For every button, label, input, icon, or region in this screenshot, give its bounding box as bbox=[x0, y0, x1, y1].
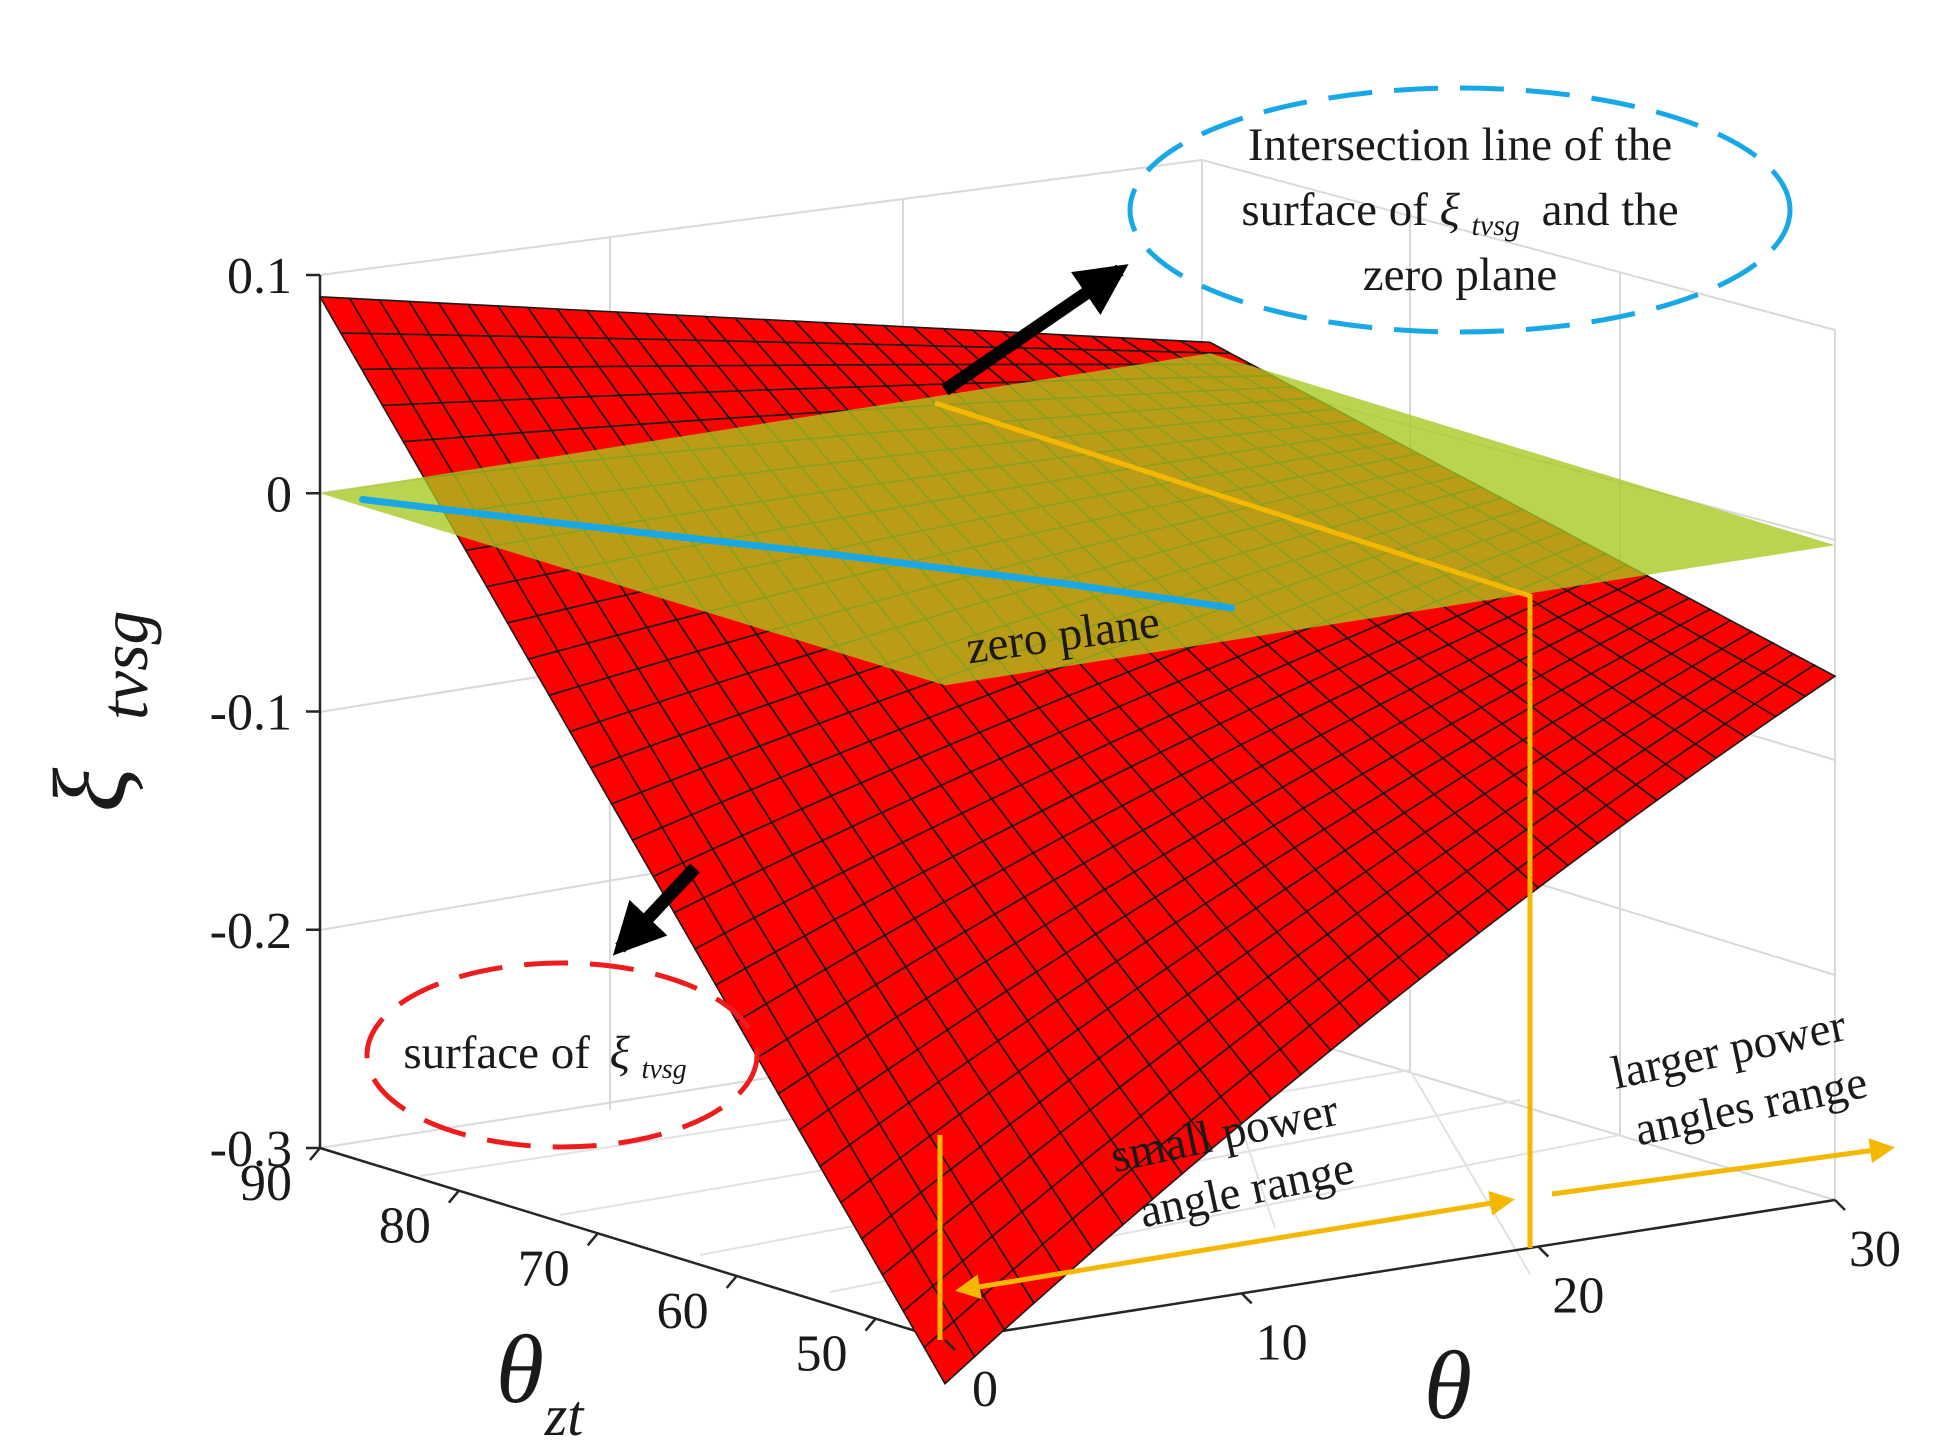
y-tick-mark bbox=[309, 1147, 321, 1161]
y-axis-subscript: zt bbox=[544, 1383, 586, 1448]
y-tick-mark bbox=[725, 1275, 738, 1289]
x-tick-label: 0 bbox=[972, 1361, 998, 1418]
x-axis-label: θ bbox=[1424, 1332, 1472, 1440]
x-tick-mark bbox=[1834, 1199, 1846, 1211]
x-tick-label: 20 bbox=[1552, 1268, 1604, 1325]
zero-plane-group bbox=[320, 353, 1835, 686]
boundary-line bbox=[934, 400, 1533, 1248]
z-ticks: 0.1 0 -0.1 -0.2 -0.3 bbox=[210, 248, 320, 1178]
surface-label-xi: ξ bbox=[610, 1027, 631, 1079]
intersection-text-line-2: surface of ξ tvsg and the bbox=[1241, 184, 1678, 246]
z-tick-label: -0.1 bbox=[210, 685, 292, 742]
x-axis-symbol: θ bbox=[1424, 1332, 1472, 1440]
zero-plane bbox=[320, 353, 1835, 686]
intersection-annotation: Intersection line of the surface of ξ tv… bbox=[1241, 119, 1678, 301]
y-tick-mark bbox=[864, 1317, 877, 1332]
y-tick-label: 70 bbox=[518, 1240, 570, 1297]
x-tick-mark bbox=[944, 1339, 956, 1351]
intersection-ellipse bbox=[1127, 85, 1793, 335]
intersection-text-line-1: Intersection line of the bbox=[1248, 119, 1672, 171]
z-axis-label: ξ tvsg bbox=[33, 610, 162, 812]
larger-range-label: larger power angles range bbox=[1607, 999, 1872, 1156]
intersection-text-and: and the bbox=[1542, 184, 1679, 236]
z-axis-symbol: ξ bbox=[33, 767, 148, 812]
y-tick-label: 80 bbox=[379, 1198, 431, 1255]
z-tick-label: -0.3 bbox=[210, 1121, 292, 1178]
range-lines bbox=[934, 400, 1895, 1340]
small-range-arrow bbox=[955, 1190, 1515, 1300]
y-ticks: 90 80 70 60 50 bbox=[240, 1147, 877, 1383]
surface-label-tvsg: tvsg bbox=[642, 1054, 687, 1085]
surface-ellipse bbox=[364, 960, 760, 1150]
y-tick-label: 90 bbox=[240, 1155, 292, 1212]
intersection-line-group bbox=[359, 496, 1236, 612]
z-tick-label: 0.1 bbox=[227, 248, 292, 305]
wall-grid-line bbox=[319, 159, 1203, 276]
pointer-arrows bbox=[612, 264, 1129, 956]
surface-label: surface of ξ tvsg bbox=[403, 1027, 686, 1085]
intersection-text-xi: ξ bbox=[1440, 184, 1461, 236]
surface-label-text: surface of bbox=[403, 1027, 590, 1079]
larger-range-arrow bbox=[1551, 1138, 1895, 1197]
x-tick-label: 30 bbox=[1849, 1221, 1901, 1278]
y-axis-symbol: θ bbox=[496, 1316, 544, 1424]
intersection-text-surface: surface of bbox=[1241, 184, 1428, 236]
surface-pointer-arrow bbox=[612, 863, 700, 956]
y-axis-label: θ zt bbox=[496, 1316, 585, 1448]
intersection-line bbox=[359, 496, 1236, 612]
wall-grid-line bbox=[1201, 159, 1836, 331]
y-tick-label: 60 bbox=[657, 1283, 709, 1340]
surface-cell bbox=[1782, 664, 1837, 698]
intersection-pointer-arrow bbox=[941, 264, 1129, 396]
z-axis-subscript: tvsg bbox=[86, 610, 162, 720]
x-tick-mark bbox=[1240, 1292, 1253, 1305]
y-tick-mark bbox=[447, 1189, 460, 1204]
z-tick-label: -0.2 bbox=[210, 903, 292, 960]
z-tick-label: 0 bbox=[266, 466, 292, 523]
y-tick-mark bbox=[586, 1232, 599, 1247]
y-tick-label: 50 bbox=[796, 1326, 848, 1383]
intersection-text-line-3: zero plane bbox=[1363, 249, 1557, 301]
intersection-text-tvsg: tvsg bbox=[1472, 209, 1520, 242]
x-ticks: 0 10 20 30 bbox=[944, 1199, 1901, 1418]
y-axis-line bbox=[319, 1146, 946, 1342]
x-tick-label: 10 bbox=[1256, 1314, 1308, 1371]
x-tick-mark bbox=[1537, 1245, 1550, 1258]
